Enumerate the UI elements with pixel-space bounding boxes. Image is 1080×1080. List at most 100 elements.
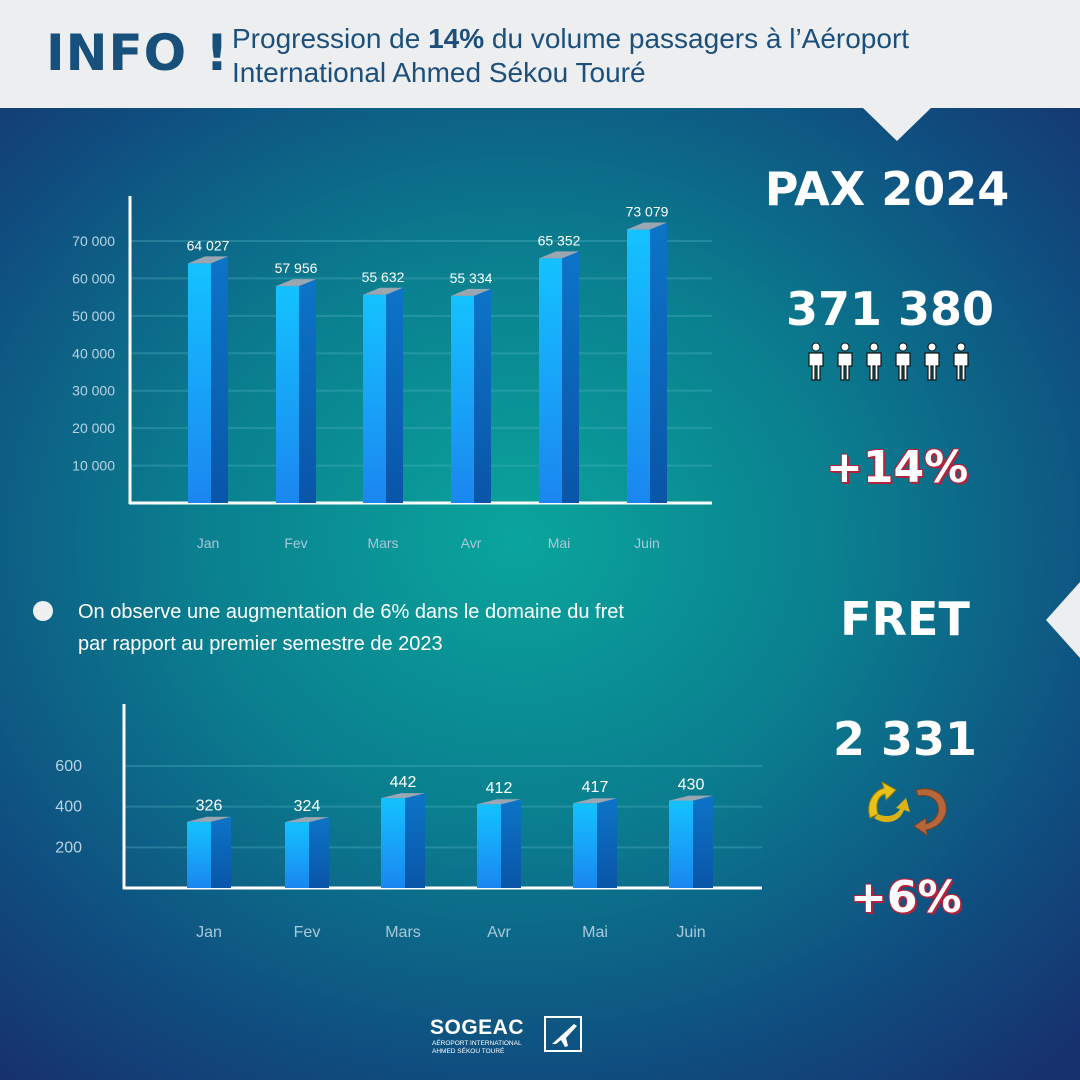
chart2-bar-side	[597, 798, 617, 888]
bullet-dot	[33, 601, 53, 621]
side-notch	[1046, 582, 1080, 658]
chart1-y-tick-label: 20 000	[72, 420, 115, 436]
pax-total: 371 380	[785, 282, 995, 336]
chart1-bar-side	[299, 279, 316, 503]
passenger-figures-icon	[808, 342, 969, 381]
chart2-category-label: Mai	[582, 924, 608, 941]
chart1-bar-side	[386, 287, 403, 503]
pax-change: +14%	[826, 442, 969, 493]
chart2-bar-side	[211, 816, 231, 888]
chart1-bar-front	[627, 229, 650, 503]
chart2-value-label: 417	[582, 779, 609, 796]
chart2-bar-front	[187, 821, 211, 888]
chart2-bar-side	[405, 793, 425, 888]
logo-sub2: AHMED SÉKOU TOURÉ	[432, 1048, 505, 1055]
chart1-category-label: Avr	[461, 535, 482, 551]
chart1-category-label: Juin	[634, 535, 660, 551]
chart1-category-label: Mai	[548, 535, 571, 551]
person-icon	[866, 342, 882, 381]
chart2-bar-top	[573, 798, 617, 804]
header-banner: INFO ! Progression de 14% du volume pass…	[0, 0, 1080, 108]
person-icon	[808, 342, 824, 381]
chart2-y-tick-label: 600	[55, 758, 82, 775]
plane-logo-icon	[544, 1016, 582, 1052]
chart2-bar-side	[693, 795, 713, 888]
chart1-bar-side	[562, 251, 579, 503]
header-title-bold: 14%	[428, 23, 485, 54]
chart1-category-label: Mars	[367, 535, 398, 551]
logo-sub1: AÉROPORT INTERNATIONAL	[432, 1040, 522, 1047]
person-icon	[953, 342, 969, 381]
chart1-bar-top	[363, 287, 403, 295]
header-title-post: du volume passagers à l’Aéroport	[484, 23, 910, 54]
chart2-bar-top	[381, 793, 425, 799]
chart1-bar-top	[627, 222, 667, 230]
chart2-category-label: Juin	[676, 924, 705, 941]
header-notch	[862, 107, 932, 141]
chart2-bar-front	[669, 800, 693, 888]
chart2-category-label: Mars	[385, 924, 421, 941]
chart2-bar-side	[309, 817, 329, 888]
chart2-y-tick-label: 200	[55, 839, 82, 856]
sogeac-logo: SOGEAC AÉROPORT INTERNATIONAL AHMED SÉKO…	[430, 1016, 582, 1056]
chart1-y-tick-label: 10 000	[72, 458, 115, 474]
chart1-value-label: 57 956	[275, 260, 318, 276]
chart2-category-label: Jan	[196, 924, 222, 941]
chart2-bar-front	[573, 803, 597, 888]
chart2-value-label: 326	[196, 798, 223, 815]
chart1-bar-top	[276, 279, 316, 287]
chart2-bar-top	[669, 795, 713, 801]
chart1-bar-front	[539, 258, 562, 503]
chart1-value-label: 73 079	[626, 203, 669, 219]
chart1-bar-top	[451, 288, 491, 296]
chart1-bar-top	[188, 256, 228, 264]
fret-note-line2: par rapport au premier semestre de 2023	[78, 633, 443, 655]
fret-total: 2 331	[832, 712, 978, 766]
chart1-value-label: 65 352	[538, 232, 581, 248]
chart1-bar-side	[474, 288, 491, 503]
chart2-bar-top	[285, 817, 329, 823]
logo-name: SOGEAC	[430, 1016, 525, 1039]
chart1-y-tick-label: 50 000	[72, 308, 115, 324]
chart1-y-tick-label: 30 000	[72, 383, 115, 399]
pax-title: PAX 2024	[764, 162, 1010, 216]
chart2-bar-side	[501, 799, 521, 888]
info-tag: INFO !	[46, 24, 230, 82]
chart1-bar-side	[650, 222, 667, 503]
chart2-bar-top	[477, 799, 521, 805]
chart2-y-tick-label: 400	[55, 799, 82, 816]
fret-note-line1: On observe une augmentation de 6% dans l…	[78, 601, 624, 623]
chart1-y-tick-label: 70 000	[72, 233, 115, 249]
header-title: Progression de 14% du volume passagers à…	[232, 22, 909, 90]
header-title-line2: International Ahmed Sékou Touré	[232, 57, 646, 88]
chart2-category-label: Avr	[487, 924, 511, 941]
chart1-category-label: Jan	[197, 535, 220, 551]
chart1-y-tick-label: 40 000	[72, 345, 115, 361]
chart1-bar-side	[211, 256, 228, 503]
chart2-bar-front	[285, 822, 309, 888]
person-icon	[924, 342, 940, 381]
header-title-pre: Progression de	[232, 23, 429, 54]
chart1-value-label: 55 334	[450, 270, 493, 286]
chart1-bar-front	[276, 286, 299, 503]
chart1-category-label: Fev	[284, 535, 307, 551]
fret-title: FRET	[840, 592, 970, 646]
chart1-bar-front	[451, 295, 474, 503]
chart2-bar-front	[381, 798, 405, 888]
fret-change: +6%	[850, 872, 962, 923]
chart2-category-label: Fev	[294, 924, 321, 941]
export-import-arrows-icon	[868, 780, 947, 836]
chart1-bar-top	[539, 251, 579, 259]
chart1-value-label: 55 632	[362, 269, 405, 285]
chart1-y-tick-label: 60 000	[72, 270, 115, 286]
chart2-bar-top	[187, 816, 231, 822]
chart2-value-label: 430	[678, 777, 705, 794]
person-icon	[895, 342, 911, 381]
chart1-value-label: 64 027	[187, 237, 230, 253]
fret-note: On observe une augmentation de 6% dans l…	[78, 596, 718, 660]
chart1-bar-front	[188, 263, 211, 503]
chart2-bar-front	[477, 804, 501, 888]
person-icon	[837, 342, 853, 381]
chart2-value-label: 324	[294, 798, 321, 815]
chart1-bar-front	[363, 294, 386, 503]
